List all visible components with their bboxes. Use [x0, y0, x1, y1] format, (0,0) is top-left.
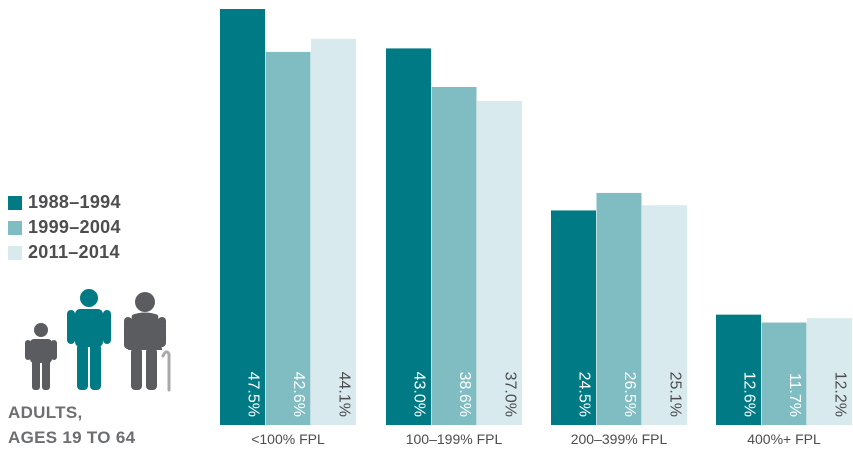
bar	[551, 210, 596, 425]
bar	[761, 322, 807, 425]
legend-item-1988-1994: 1988–1994	[8, 190, 121, 215]
caption-line-2: AGES 19 TO 64	[8, 428, 136, 447]
category-label: <100% FPL	[251, 431, 325, 447]
elderly-figure-icon	[124, 292, 166, 390]
bar	[265, 51, 311, 425]
bar	[477, 100, 522, 426]
caption-line-1: ADULTS,	[8, 403, 83, 422]
bar-value-label: 37.0%	[502, 372, 519, 417]
child-figure-icon	[25, 323, 57, 390]
legend-swatch-2011-2014	[8, 245, 22, 260]
bar	[596, 192, 642, 425]
bar-value-label: 38.6%	[456, 372, 473, 417]
category-label: 400%+ FPL	[747, 431, 821, 447]
legend-label-1999-2004: 1999–2004	[28, 217, 121, 237]
legend-swatch-1999-2004	[8, 220, 22, 235]
category-label: 100–199% FPL	[406, 431, 503, 447]
bar-value-label: 44.1%	[336, 372, 353, 417]
cane-icon	[161, 350, 171, 392]
people-figures	[25, 289, 171, 392]
bar-value-label: 43.0%	[411, 372, 428, 417]
legend-swatch-1988-1994	[8, 195, 22, 210]
bar-value-label: 47.5%	[245, 372, 262, 417]
bar-value-label: 42.6%	[290, 372, 307, 417]
bar-value-label: 26.5%	[621, 372, 638, 417]
bar	[807, 318, 852, 425]
legend: 1988–1994 1999–2004 2011–2014	[8, 190, 121, 265]
bar-value-label: 12.6%	[741, 372, 758, 417]
bar	[220, 9, 265, 425]
bar	[642, 205, 687, 425]
bar	[716, 314, 761, 425]
legend-item-2011-2014: 2011–2014	[8, 240, 121, 265]
bar	[431, 86, 477, 426]
bar	[311, 38, 356, 425]
legend-label-2011-2014: 2011–2014	[28, 242, 120, 262]
chart-caption: ADULTS, AGES 19 TO 64	[8, 400, 135, 450]
category-label: 200–399% FPL	[571, 431, 668, 447]
bar-value-label: 24.5%	[576, 372, 593, 417]
bar-value-label: 11.7%	[786, 373, 803, 417]
legend-label-1988-1994: 1988–1994	[28, 192, 121, 212]
legend-item-1999-2004: 1999–2004	[8, 215, 121, 240]
bar	[386, 48, 431, 426]
bar-value-label: 25.1%	[667, 372, 684, 417]
bar-value-label: 12.2%	[832, 372, 849, 417]
adult-figure-icon	[67, 289, 111, 390]
